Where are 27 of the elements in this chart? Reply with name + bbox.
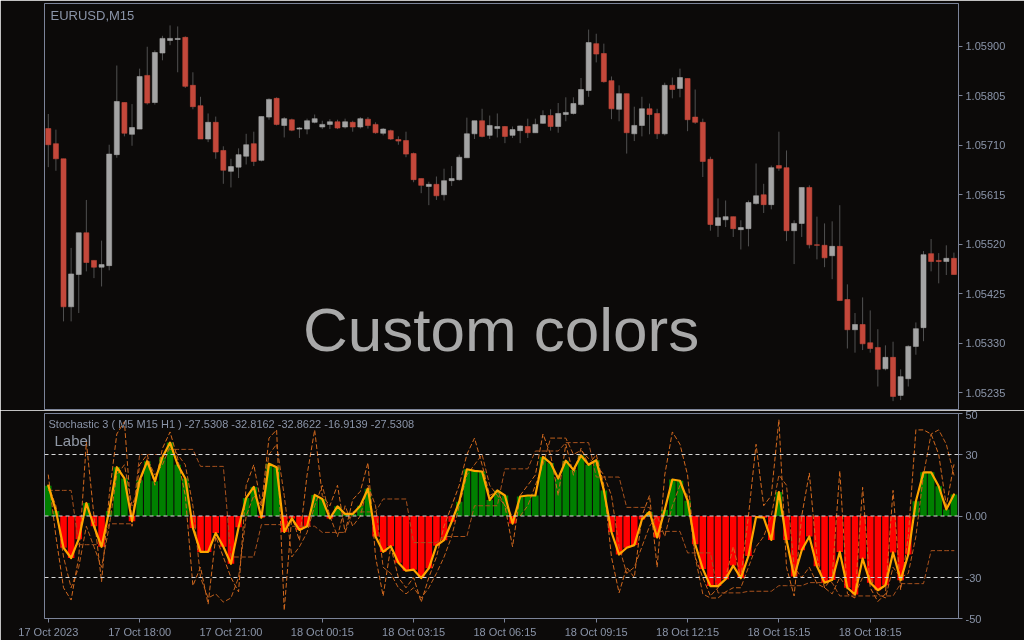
y-tick-label: 50 [965,408,978,421]
y-tick-label: 30 [965,448,978,461]
x-tick-label: 18 Oct 00:15 [290,625,354,638]
x-tick-label: 18 Oct 06:15 [473,625,537,638]
x-tick-label: 17 Oct 2023 [18,625,79,638]
chart-title: EURUSD,M15 [50,7,135,23]
x-tick-label: 18 Oct 18:15 [838,625,902,638]
y-tick-label: 1.05900 [965,40,1006,53]
x-tick-label: 17 Oct 21:00 [199,625,263,638]
x-tick-label: 18 Oct 09:15 [564,625,628,638]
y-tick-label: 1.05425 [965,287,1006,300]
y-tick-label: 1.05805 [965,89,1006,102]
y-tick-label: 1.05235 [965,386,1006,399]
y-tick-label: 1.05615 [965,188,1006,201]
x-tick-label: 17 Oct 18:00 [108,625,172,638]
y-tick-label: -50 [965,612,982,625]
y-tick-label: 0.00 [965,510,987,522]
x-tick-label: 18 Oct 03:15 [382,625,446,638]
y-tick-label: 1.05330 [965,337,1006,350]
chart-title: Stochastic 3 ( M5 M15 H1 ) -27.5308 -32.8162 -32.8622 -16.9139 -27.5308 [48,417,415,430]
x-tick-label: 18 Oct 15:15 [747,625,811,638]
x-tick-label: 18 Oct 12:15 [656,625,720,638]
y-tick-label: 1.05710 [965,139,1006,152]
annotation: Label [54,431,92,449]
y-tick-label: -30 [965,571,982,584]
y-tick-label: 1.05520 [965,238,1006,251]
annotation: Custom colors [303,294,700,364]
